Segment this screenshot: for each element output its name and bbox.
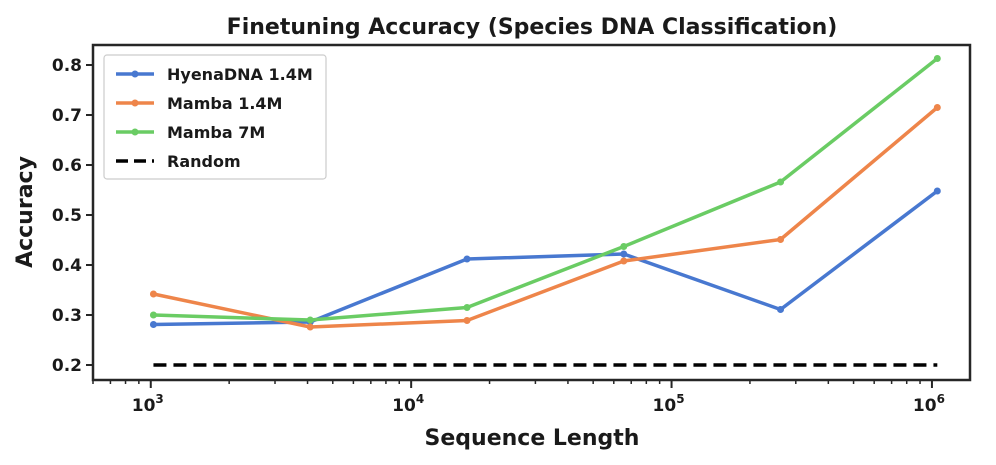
data-point-mamba-7m bbox=[933, 55, 941, 62]
legend-frame bbox=[103, 54, 327, 180]
data-point-hyenadna-1-4m bbox=[149, 321, 157, 328]
data-point-mamba-7m bbox=[149, 311, 157, 319]
plot-frame bbox=[91, 43, 972, 382]
data-point-mamba-1-4m bbox=[463, 317, 471, 324]
legend: HyenaDNA 1.4M Mamba 1.4M Mamba 7M Random bbox=[103, 54, 327, 180]
data-point-hyenadna-1-4m bbox=[463, 255, 471, 263]
data-point-mamba-7m bbox=[777, 178, 785, 186]
x-tick-label: 104 bbox=[392, 392, 424, 416]
legend-label-random: Random bbox=[167, 152, 241, 171]
y-tick-label: 0.5 bbox=[52, 206, 82, 226]
x-tick-label: 106 bbox=[913, 392, 945, 416]
x-tick-label: 103 bbox=[132, 392, 164, 416]
legend-label-mamba-1-4m: Mamba 1.4M bbox=[167, 94, 282, 113]
data-point-mamba-1-4m bbox=[933, 104, 941, 111]
data-point-hyenadna-1-4m bbox=[933, 187, 941, 195]
data-point-mamba-7m bbox=[306, 316, 314, 324]
data-point-mamba-7m bbox=[463, 304, 471, 311]
y-tick-label: 0.2 bbox=[52, 356, 82, 376]
series-line-hyenadna-1-4m bbox=[151, 189, 940, 327]
y-tick-label: 0.4 bbox=[52, 256, 82, 276]
series-line-mamba-7m bbox=[151, 56, 940, 322]
data-point-hyenadna-1-4m bbox=[620, 250, 628, 258]
legend-marker-mamba-7m bbox=[131, 128, 139, 136]
x-axis-label: Sequence Length bbox=[425, 426, 640, 451]
data-point-hyenadna-1-4m bbox=[777, 306, 785, 313]
axis-ticks: 0.2 0.3 0.4 0.5 0.6 0.7 0.8 103 104 105 106 bbox=[52, 56, 945, 416]
y-axis-label: Accuracy bbox=[13, 156, 38, 268]
data-point-mamba-1-4m bbox=[777, 236, 785, 243]
plot-area bbox=[149, 55, 941, 367]
data-point-mamba-7m bbox=[620, 243, 628, 250]
y-tick-label: 0.6 bbox=[52, 156, 82, 176]
y-tick-label: 0.3 bbox=[52, 306, 82, 326]
legend-label-mamba-7m: Mamba 7M bbox=[167, 123, 265, 142]
legend-label-hyenadna-1-4m: HyenaDNA 1.4M bbox=[167, 65, 313, 84]
y-tick-label: 0.7 bbox=[52, 106, 82, 126]
legend-marker-mamba-1-4m bbox=[131, 99, 139, 107]
x-tick-label: 105 bbox=[653, 392, 685, 416]
data-point-mamba-1-4m bbox=[620, 257, 628, 265]
legend-marker-hyenadna-1-4m bbox=[131, 70, 139, 78]
chart-title: Finetuning Accuracy (Species DNA Classif… bbox=[227, 15, 838, 40]
data-point-mamba-1-4m bbox=[306, 323, 314, 331]
data-point-mamba-1-4m bbox=[149, 290, 157, 298]
series-line-mamba-1-4m bbox=[151, 105, 940, 329]
y-tick-label: 0.8 bbox=[52, 56, 82, 76]
